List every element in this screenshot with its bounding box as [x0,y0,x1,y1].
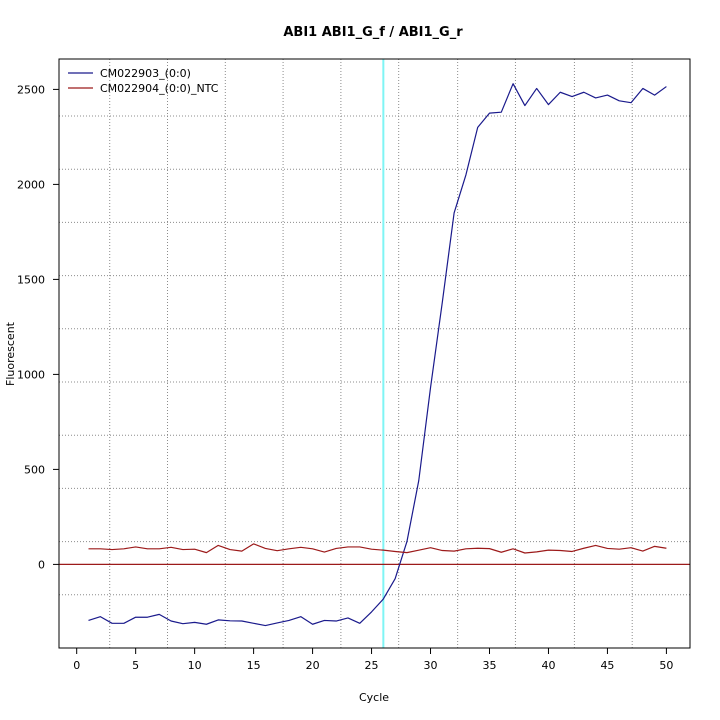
x-tick-label: 30 [424,659,438,672]
x-tick-label: 25 [365,659,379,672]
x-tick-label: 35 [482,659,496,672]
x-tick-label: 5 [132,659,139,672]
x-axis: 0 5 10 15 20 25 30 35 40 45 50 [73,648,673,672]
y-axis: 0 500 1000 1500 2000 2500 [17,83,59,571]
x-tick-label: 10 [188,659,202,672]
y-tick-label: 1500 [17,273,45,286]
series-line-2 [88,543,667,554]
x-tick-label: 15 [247,659,261,672]
y-tick-label: 1000 [17,368,45,381]
y-tick-label: 500 [24,463,45,476]
plot-frame [58,58,691,649]
y-tick-label: 2500 [17,83,45,96]
y-axis-label: Fluorescent [4,321,17,386]
x-axis-label: Cycle [359,691,389,704]
chart-title: ABI1 ABI1_G_f / ABI1_G_r [283,25,463,40]
legend: CM022903_(0:0) CM022904_(0:0)_NTC [68,67,219,95]
series-layer [88,83,667,627]
legend-label-1: CM022903_(0:0) [100,67,191,80]
x-tick-label: 50 [659,659,673,672]
x-tick-label: 20 [306,659,320,672]
x-tick-label: 0 [73,659,80,672]
y-tick-label: 2000 [17,178,45,191]
legend-label-2: CM022904_(0:0)_NTC [100,82,219,95]
series-line-1 [88,83,667,627]
grid-lines [59,59,690,648]
x-tick-label: 40 [541,659,555,672]
x-tick-label: 45 [600,659,614,672]
y-tick-label: 0 [38,558,45,571]
